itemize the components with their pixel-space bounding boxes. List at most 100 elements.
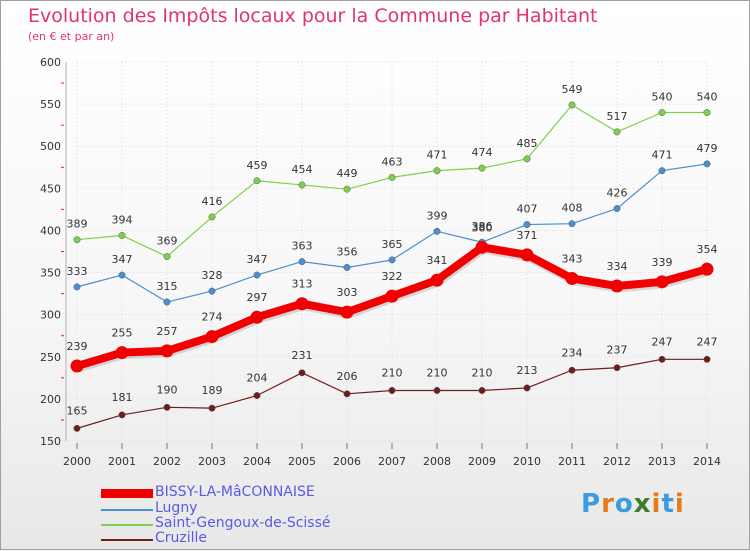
data-point-bissy-la-m-connaise — [70, 359, 84, 373]
data-label-lugny: 328 — [202, 269, 223, 282]
data-point-cruzille — [613, 364, 621, 372]
data-point-bissy-la-m-connaise — [250, 310, 264, 324]
logo-letter: P — [581, 489, 602, 519]
data-label-cruzille: 231 — [292, 349, 313, 362]
data-label-cruzille: 204 — [247, 372, 268, 385]
x-tick-label: 2010 — [513, 455, 541, 468]
data-point-lugny — [118, 271, 126, 279]
data-point-lugny — [568, 220, 576, 228]
data-point-cruzille — [343, 390, 351, 398]
legend-label-saint-gengoux: Saint-Gengoux-de-Scissé — [155, 515, 331, 531]
data-label-bissy-la-m-connaise: 341 — [427, 254, 448, 267]
data-label-saint-gengoux-de-sciss-: 540 — [652, 91, 673, 104]
data-label-cruzille: 210 — [472, 366, 493, 379]
data-point-lugny — [343, 264, 351, 271]
data-point-bissy-la-m-connaise — [565, 271, 579, 285]
data-point-lugny — [163, 298, 171, 306]
x-tick-label: 2000 — [63, 455, 91, 468]
data-label-bissy-la-m-connaise: 339 — [652, 256, 673, 269]
data-label-cruzille: 190 — [157, 383, 178, 396]
x-tick-label: 2008 — [423, 455, 451, 468]
logo-letter: t — [661, 489, 675, 519]
series — [70, 101, 714, 432]
data-point-lugny — [433, 227, 441, 235]
data-point-bissy-la-m-connaise — [295, 297, 309, 311]
data-label-cruzille: 210 — [427, 366, 448, 379]
data-label-cruzille: 237 — [607, 344, 628, 357]
data-label-cruzille: 247 — [697, 335, 718, 348]
data-point-cruzille — [118, 411, 126, 419]
data-label-bissy-la-m-connaise: 303 — [337, 286, 358, 299]
data-label-bissy-la-m-connaise: 354 — [697, 243, 718, 256]
data-point-lugny — [388, 256, 396, 264]
data-label-cruzille: 165 — [67, 404, 88, 417]
data-label-lugny: 333 — [67, 265, 88, 278]
data-label-bissy-la-m-connaise: 343 — [562, 252, 583, 265]
data-label-bissy-la-m-connaise: 371 — [517, 229, 538, 242]
data-point-saint-gengoux-de-sciss- — [253, 177, 261, 185]
data-point-bissy-la-m-connaise — [160, 344, 174, 358]
chart-title: Evolution des Impôts locaux pour la Comm… — [28, 5, 598, 27]
data-point-bissy-la-m-connaise — [655, 275, 669, 289]
data-label-lugny: 365 — [382, 238, 403, 251]
legend-line-saint-gengoux — [101, 524, 153, 526]
data-point-lugny — [208, 287, 216, 295]
data-label-lugny: 408 — [562, 202, 583, 215]
data-label-bissy-la-m-connaise: 239 — [67, 340, 88, 353]
data-point-cruzille — [478, 387, 486, 394]
x-tick-label: 2012 — [603, 455, 631, 468]
data-point-cruzille — [433, 387, 441, 394]
data-label-lugny: 386 — [472, 220, 493, 233]
data-label-bissy-la-m-connaise: 313 — [292, 278, 313, 291]
data-point-saint-gengoux-de-sciss- — [478, 164, 486, 172]
data-label-lugny: 399 — [427, 209, 448, 222]
y-tick-label: 300 — [40, 309, 61, 322]
data-label-cruzille: 213 — [517, 364, 538, 377]
y-tick-label: 200 — [40, 393, 61, 406]
chart-subtitle: (en € et par an) — [28, 30, 115, 43]
data-point-saint-gengoux-de-sciss- — [208, 213, 216, 221]
x-tick-label: 2009 — [468, 455, 496, 468]
data-point-saint-gengoux-de-sciss- — [73, 236, 81, 244]
data-label-saint-gengoux-de-sciss-: 459 — [247, 159, 268, 172]
data-point-lugny — [703, 160, 711, 168]
data-point-cruzille — [388, 387, 396, 394]
data-point-saint-gengoux-de-sciss- — [118, 232, 126, 239]
data-label-cruzille: 206 — [337, 370, 358, 383]
data-point-lugny — [253, 271, 261, 279]
data-point-cruzille — [208, 404, 216, 412]
data-point-saint-gengoux-de-sciss- — [298, 181, 306, 189]
data-label-lugny: 479 — [697, 142, 718, 155]
logo-letter: i — [651, 489, 662, 519]
x-tick-label: 2001 — [108, 455, 136, 468]
data-point-bissy-la-m-connaise — [430, 273, 444, 287]
data-point-cruzille — [73, 424, 81, 432]
data-point-saint-gengoux-de-sciss- — [163, 253, 171, 261]
data-label-saint-gengoux-de-sciss-: 471 — [427, 149, 448, 162]
legend-label-bissy: BISSY-LA-MâCONNAISE — [155, 484, 315, 500]
data-label-saint-gengoux-de-sciss-: 416 — [202, 195, 223, 208]
data-point-cruzille — [163, 403, 171, 411]
y-tick-label: 600 — [40, 56, 61, 69]
data-label-saint-gengoux-de-sciss-: 474 — [472, 146, 493, 159]
data-point-lugny — [658, 167, 666, 175]
data-point-bissy-la-m-connaise — [115, 346, 129, 360]
logo-letter: o — [614, 489, 634, 519]
data-label-lugny: 471 — [652, 149, 673, 162]
data-point-bissy-la-m-connaise — [610, 279, 624, 293]
x-tick-label: 2011 — [558, 455, 586, 468]
data-point-bissy-la-m-connaise — [475, 240, 489, 254]
data-labels: 389 394 369 416 459 454 449 463 471 474 485 549 517 5… — [67, 83, 718, 417]
legend-line-cruzille — [101, 539, 153, 541]
data-label-bissy-la-m-connaise: 297 — [247, 291, 268, 304]
legend-label-cruzille: Cruzille — [155, 530, 208, 546]
data-point-bissy-la-m-connaise — [385, 289, 399, 303]
logo-letter: r — [601, 489, 615, 519]
data-label-lugny: 347 — [112, 253, 133, 266]
data-label-lugny: 356 — [337, 246, 358, 259]
y-tick-label: 550 — [40, 98, 61, 111]
logo-letter: x — [633, 489, 652, 519]
data-point-bissy-la-m-connaise — [520, 248, 534, 262]
